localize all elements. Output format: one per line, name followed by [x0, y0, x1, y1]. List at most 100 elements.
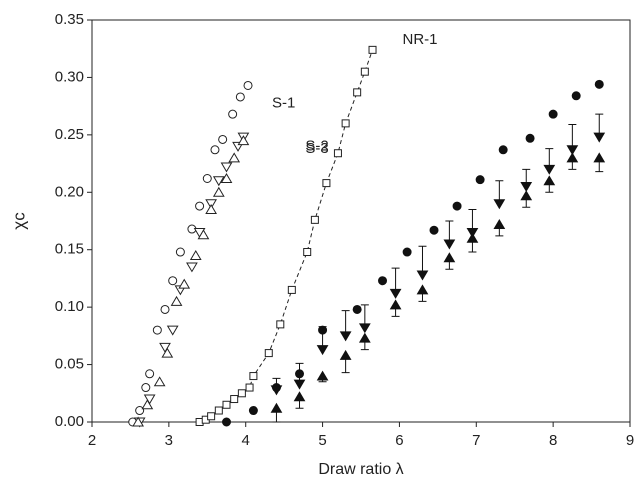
point: [205, 199, 218, 210]
point: [593, 132, 606, 143]
point: [132, 416, 144, 427]
point: [160, 304, 170, 314]
point: [220, 173, 233, 184]
point: [166, 325, 179, 336]
point: [466, 232, 479, 243]
point: [202, 174, 212, 184]
point: [322, 179, 331, 188]
point: [443, 239, 456, 250]
point: [339, 331, 352, 342]
point: [220, 162, 233, 173]
point: [520, 190, 533, 201]
point: [389, 299, 402, 310]
point: [402, 247, 412, 257]
x-tick-label: 3: [165, 432, 173, 449]
x-axis-label: Draw ratio λ: [318, 461, 403, 478]
y-tick-label: 0.15: [55, 241, 84, 258]
series-label: S-2: [305, 138, 328, 155]
point: [493, 199, 506, 210]
series-label: S-3: [305, 140, 328, 157]
point: [152, 325, 162, 335]
point: [543, 164, 556, 175]
point: [475, 175, 485, 185]
point: [270, 402, 283, 413]
point: [205, 204, 218, 215]
point: [159, 342, 171, 353]
point: [214, 406, 223, 415]
point: [228, 109, 238, 119]
point: [316, 345, 329, 356]
point: [189, 249, 202, 260]
point: [237, 135, 250, 146]
point: [168, 276, 178, 286]
point: [170, 295, 183, 306]
point: [197, 229, 210, 240]
plot-frame: [91, 19, 631, 423]
point: [153, 376, 166, 387]
point: [566, 152, 579, 163]
y-tick-label: 0.00: [55, 413, 84, 430]
point: [429, 225, 439, 235]
point: [303, 248, 312, 257]
point: [270, 385, 283, 396]
point: [525, 133, 535, 143]
point: [287, 285, 296, 294]
point: [416, 284, 429, 295]
point: [310, 215, 319, 224]
series-label: NR-1: [403, 31, 438, 48]
point: [276, 320, 285, 329]
point: [493, 218, 506, 229]
y-tick-label: 0.20: [55, 183, 84, 200]
y-tick-label: 0.10: [55, 298, 84, 315]
point: [316, 370, 329, 381]
point: [143, 394, 156, 405]
point: [353, 88, 362, 97]
point: [210, 145, 220, 155]
point: [333, 149, 342, 158]
x-tick-label: 7: [472, 432, 480, 449]
y-tick-label: 0.35: [55, 11, 84, 28]
y-tick-label: 0.30: [55, 68, 84, 85]
point: [249, 372, 258, 381]
point: [352, 304, 362, 314]
point: [207, 412, 216, 421]
point: [389, 288, 402, 299]
point: [230, 395, 239, 404]
point: [498, 145, 508, 155]
point: [141, 383, 151, 393]
point: [264, 349, 273, 358]
point: [243, 80, 253, 90]
series-label: S-1: [272, 94, 295, 111]
point: [341, 119, 350, 128]
point: [293, 391, 306, 402]
point: [543, 175, 556, 186]
x-tick-label: 2: [88, 432, 96, 449]
point: [548, 109, 558, 119]
point: [360, 67, 369, 76]
point: [378, 276, 388, 286]
point: [212, 186, 225, 197]
point: [178, 278, 191, 289]
point: [145, 369, 155, 379]
point: [452, 201, 462, 211]
point: [466, 227, 479, 238]
point: [235, 92, 245, 102]
point: [416, 270, 429, 281]
point: [368, 45, 377, 54]
point: [186, 262, 198, 273]
point: [237, 389, 246, 398]
x-tick-label: 8: [549, 432, 557, 449]
point: [175, 247, 185, 257]
point: [566, 145, 579, 156]
x-tick-label: 5: [318, 432, 326, 449]
point: [161, 347, 174, 358]
point: [218, 134, 228, 144]
x-tick-label: 4: [242, 432, 250, 449]
point: [339, 349, 352, 360]
point: [222, 417, 231, 427]
point: [593, 152, 606, 163]
point: [245, 383, 254, 392]
y-axis-label: χc: [9, 212, 28, 230]
point: [141, 399, 154, 410]
